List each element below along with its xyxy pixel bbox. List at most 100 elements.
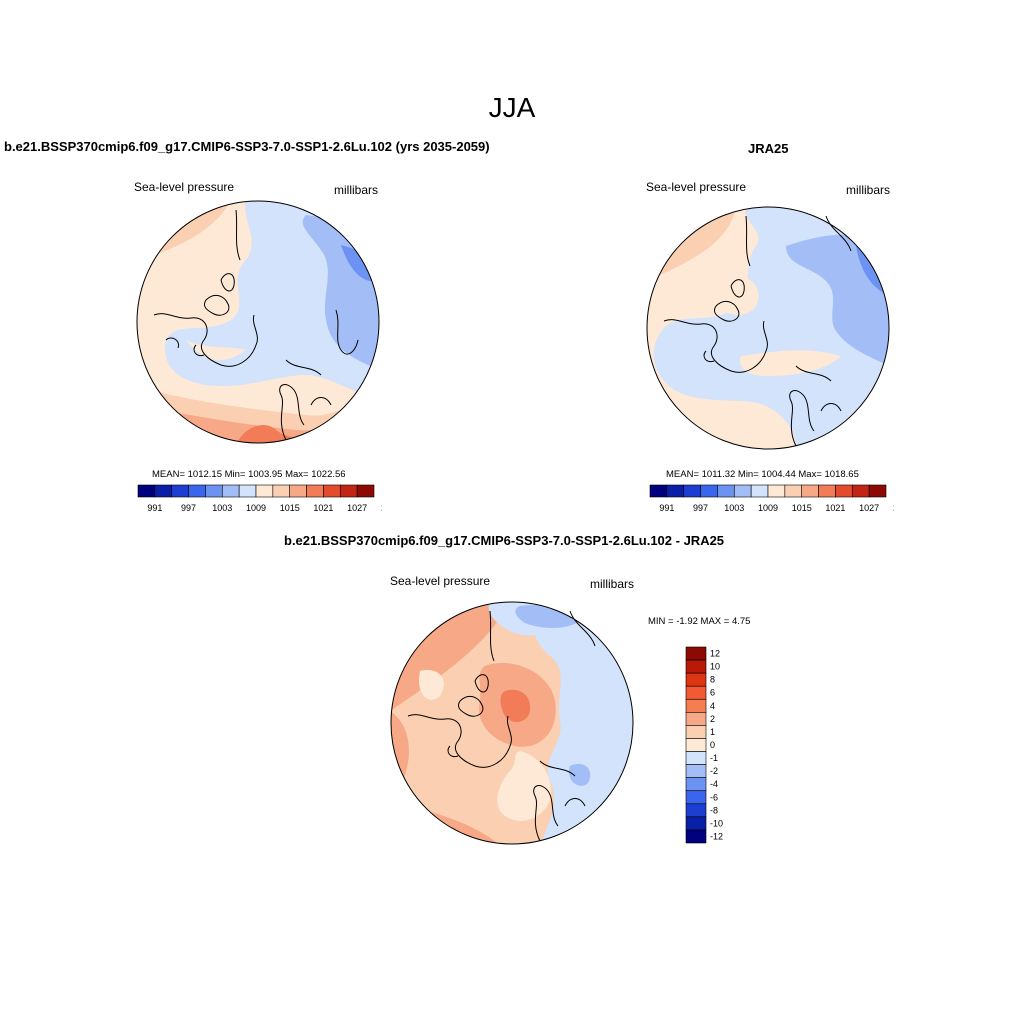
model-colorbar: 991 997 1003 1009 1015 1021 1027 1033 (137, 484, 382, 513)
colorbar-swatch (835, 484, 853, 498)
model-field-contour (186, 340, 246, 361)
diff-map-boundary (390, 601, 634, 845)
colorbar-swatch (750, 484, 769, 498)
colorbar-swatch (685, 790, 707, 805)
colorbar-tick-label: 1 (710, 727, 715, 737)
colorbar-swatch (221, 484, 240, 498)
colorbar-swatch (818, 484, 836, 498)
obs-map-boundary (646, 206, 890, 450)
colorbar-swatch (255, 484, 274, 498)
colorbar-swatch (685, 685, 707, 700)
obs-field-contour (714, 275, 759, 316)
colorbar-swatch (685, 738, 707, 752)
obs-panel-title: JRA25 (748, 141, 789, 156)
colorbar-tick-label: 1015 (280, 503, 300, 513)
colorbar-tick-label: 997 (693, 503, 708, 513)
colorbar-swatch (717, 484, 735, 498)
diff-stats: MIN = -1.92 MAX = 4.75 (648, 616, 751, 627)
obs-coastlines (663, 215, 852, 447)
colorbar-swatch (356, 484, 375, 498)
obs-stats: MEAN= 1011.32 Min= 1004.44 Max= 1018.65 (666, 469, 859, 480)
colorbar-tick-label: 1009 (246, 503, 266, 513)
diff-field-contour (419, 670, 444, 700)
colorbar-tick-label: -6 (710, 792, 718, 802)
colorbar-swatch (272, 484, 291, 498)
obs-units-label: millibars (846, 183, 891, 197)
colorbar-tick-label: 4 (710, 701, 715, 711)
colorbar-swatch (306, 484, 324, 498)
diff-panel-title: b.e21.BSSP370cmip6.f09_g17.CMIP6-SSP3-7.… (284, 533, 725, 548)
colorbar-tick-label: 1009 (758, 503, 778, 513)
colorbar-tick-label: 991 (147, 503, 162, 513)
colorbar-swatch (137, 484, 156, 498)
colorbar-tick-label: 6 (710, 688, 715, 698)
model-polar-map (136, 200, 380, 444)
colorbar-tick-label: 1003 (724, 503, 744, 513)
obs-colorbar: 991 997 1003 1009 1015 1021 1027 1033 (649, 484, 894, 513)
colorbar-swatch (685, 803, 707, 818)
colorbar-swatch (323, 484, 341, 498)
colorbar-swatch (851, 484, 870, 498)
colorbar-tick-label: 1027 (859, 503, 879, 513)
obs-polar-map (646, 206, 890, 450)
colorbar-swatch (171, 484, 189, 498)
colorbar-tick-label: 1021 (313, 503, 333, 513)
obs-variable-label: Sea-level pressure (646, 180, 747, 194)
colorbar-swatch (683, 484, 701, 498)
colorbar-swatch (685, 712, 707, 726)
obs-field-contour (739, 350, 841, 376)
colorbar-swatch (685, 646, 707, 661)
diff-polar-map (390, 601, 634, 845)
diff-field-contour (569, 763, 591, 786)
colorbar-swatch (685, 777, 707, 792)
model-stats: MEAN= 1012.15 Min= 1003.95 Max= 1022.56 (152, 469, 346, 480)
colorbar-swatch (685, 725, 707, 739)
colorbar-swatch (666, 484, 685, 498)
colorbar-tick-label: 991 (659, 503, 674, 513)
colorbar-swatch (649, 484, 668, 498)
colorbar-tick-label: 10 (710, 662, 720, 672)
colorbar-tick-label: -10 (710, 818, 723, 828)
model-units-label: millibars (334, 183, 379, 197)
colorbar-swatch (868, 484, 887, 498)
colorbar-tick-label: 1015 (792, 503, 812, 513)
season-title: JJA (488, 92, 536, 123)
colorbar-tick-label: 12 (710, 649, 720, 659)
colorbar-swatch (685, 764, 707, 778)
colorbar-tick-label: 1033 (381, 503, 382, 513)
colorbar-swatch (801, 484, 819, 498)
colorbar-swatch (205, 484, 223, 498)
colorbar-swatch (685, 816, 707, 831)
colorbar-swatch (289, 484, 307, 498)
colorbar-tick-label: 997 (181, 503, 196, 513)
colorbar-tick-label: 1027 (347, 503, 367, 513)
colorbar-swatch (339, 484, 358, 498)
model-coastlines (153, 209, 359, 441)
model-field-contour (137, 201, 186, 225)
diff-field-contour (500, 689, 531, 723)
colorbar-swatch (784, 484, 803, 498)
diff-coastlines (407, 610, 596, 842)
model-panel-title: b.e21.BSSP370cmip6.f09_g17.CMIP6-SSP3-7.… (4, 139, 490, 154)
colorbar-tick-label: 0 (710, 740, 715, 750)
colorbar-tick-label: -8 (710, 805, 718, 815)
colorbar-tick-label: 8 (710, 675, 715, 685)
colorbar-swatch (685, 659, 707, 674)
colorbar-swatch (685, 829, 707, 844)
colorbar-swatch (767, 484, 786, 498)
colorbar-swatch (733, 484, 752, 498)
colorbar-tick-label: -12 (710, 831, 723, 841)
model-variable-label: Sea-level pressure (134, 180, 235, 194)
colorbar-tick-label: 2 (710, 714, 715, 724)
colorbar-tick-label: 1021 (825, 503, 845, 513)
colorbar-tick-label: -1 (710, 753, 718, 763)
diff-variable-label: Sea-level pressure (390, 574, 491, 588)
diff-units-label: millibars (590, 577, 635, 591)
colorbar-swatch (238, 484, 257, 498)
colorbar-swatch (188, 484, 206, 498)
diff-field-contour (497, 751, 551, 821)
diff-field-contour (534, 617, 633, 844)
colorbar-swatch (685, 751, 707, 765)
colorbar-swatch (685, 672, 707, 687)
